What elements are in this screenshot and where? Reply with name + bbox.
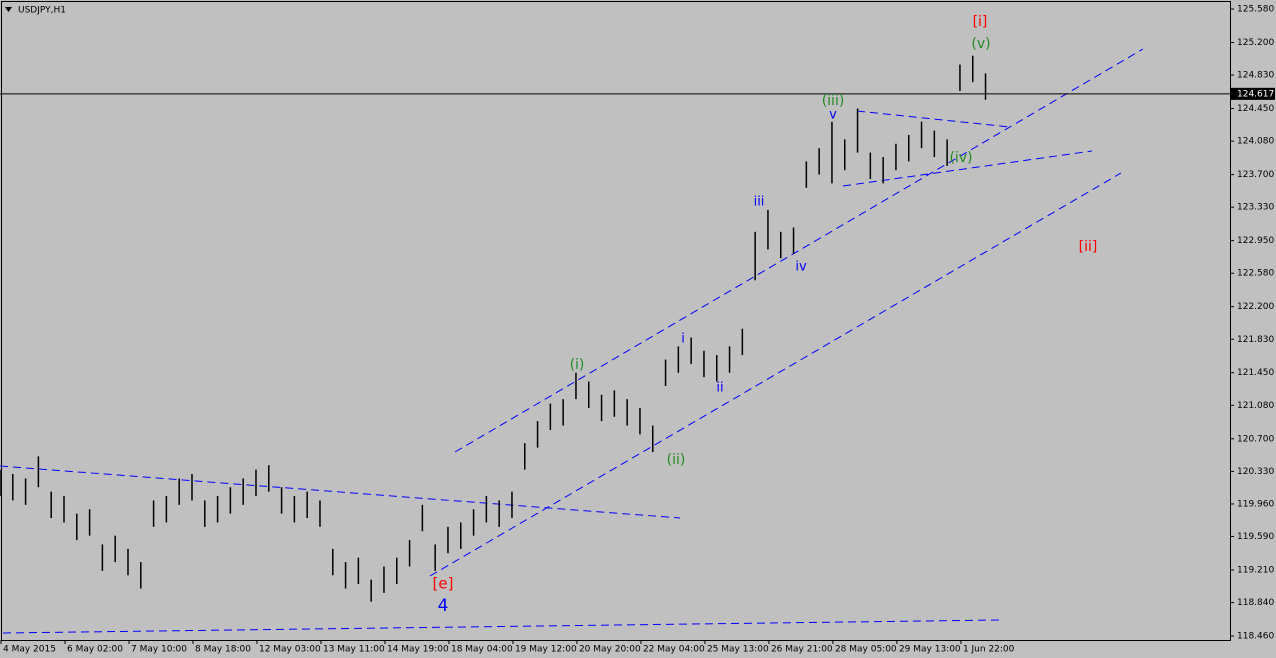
y-tick-label: 122.200 bbox=[1237, 302, 1274, 312]
y-tick-label: 121.450 bbox=[1237, 368, 1274, 378]
y-tick-label: 124.450 bbox=[1237, 104, 1274, 114]
wave-label: v bbox=[829, 108, 837, 123]
x-tick-label: 19 May 12:00 bbox=[515, 645, 577, 655]
trend-line bbox=[842, 150, 1093, 187]
x-tick-label: 8 May 18:00 bbox=[195, 645, 251, 655]
wave-label: [e] bbox=[433, 575, 454, 593]
chart-title: USDJPY,H1 bbox=[18, 6, 66, 16]
wave-label: 4 bbox=[438, 596, 449, 616]
y-tick-label: 124.830 bbox=[1237, 71, 1274, 81]
trend-line bbox=[454, 48, 1144, 453]
trend-line bbox=[429, 172, 1122, 577]
current-price-box bbox=[1231, 87, 1275, 100]
wave-label: (v) bbox=[971, 36, 990, 52]
x-tick-label: 12 May 03:00 bbox=[259, 645, 321, 655]
y-tick-label: 122.950 bbox=[1237, 236, 1274, 246]
wave-label: [i] bbox=[973, 14, 988, 30]
y-tick-label: 119.210 bbox=[1237, 565, 1274, 575]
wave-label: (ii) bbox=[667, 452, 686, 468]
wave-label: (iii) bbox=[822, 93, 845, 109]
wave-label: [ii] bbox=[1079, 239, 1098, 255]
x-tick-label: 13 May 11:00 bbox=[323, 645, 385, 655]
x-tick-label: 26 May 21:00 bbox=[771, 645, 833, 655]
y-tick-label: 123.700 bbox=[1237, 170, 1274, 180]
current-price-label: 124.617 bbox=[1237, 89, 1274, 99]
x-tick-label: 20 May 20:00 bbox=[579, 645, 641, 655]
x-tick-label: 25 May 13:00 bbox=[707, 645, 769, 655]
wave-label: (i) bbox=[570, 357, 585, 373]
y-tick-label: 119.590 bbox=[1237, 532, 1274, 542]
wave-label: iii bbox=[754, 195, 765, 210]
y-tick-label: 118.460 bbox=[1237, 632, 1274, 642]
x-tick-label: 22 May 04:00 bbox=[643, 645, 705, 655]
wave-label: i bbox=[681, 332, 685, 347]
y-tick-label: 124.080 bbox=[1237, 137, 1274, 147]
wave-label: iv bbox=[795, 260, 807, 275]
y-tick-label: 125.580 bbox=[1237, 5, 1274, 15]
x-tick-label: 4 May 2015 bbox=[3, 645, 56, 655]
x-tick-label: 1 Jun 22:00 bbox=[963, 645, 1015, 655]
x-tick-label: 18 May 04:00 bbox=[451, 645, 513, 655]
y-tick-label: 120.330 bbox=[1237, 467, 1274, 477]
y-tick-label: 118.840 bbox=[1237, 598, 1274, 608]
y-tick-label: 123.330 bbox=[1237, 203, 1274, 213]
y-tick-label: 120.700 bbox=[1237, 434, 1274, 444]
wave-label: (iv) bbox=[949, 150, 972, 166]
trend-line bbox=[2, 619, 1001, 634]
wave-label: ii bbox=[716, 381, 723, 396]
menu-arrow[interactable] bbox=[5, 7, 12, 12]
x-tick-label: 28 May 05:00 bbox=[835, 645, 897, 655]
y-tick-label: 121.830 bbox=[1237, 335, 1274, 345]
y-tick-label: 121.080 bbox=[1237, 401, 1274, 411]
x-tick-label: 7 May 10:00 bbox=[131, 645, 187, 655]
x-tick-label: 6 May 02:00 bbox=[67, 645, 123, 655]
plot-frame bbox=[1, 1, 1231, 641]
x-tick-label: 14 May 19:00 bbox=[387, 645, 449, 655]
y-tick-label: 119.960 bbox=[1237, 499, 1274, 509]
y-tick-label: 125.200 bbox=[1237, 38, 1274, 48]
trend-line bbox=[0, 465, 681, 519]
y-tick-label: 122.580 bbox=[1237, 269, 1274, 279]
x-tick-label: 29 May 13:00 bbox=[899, 645, 961, 655]
